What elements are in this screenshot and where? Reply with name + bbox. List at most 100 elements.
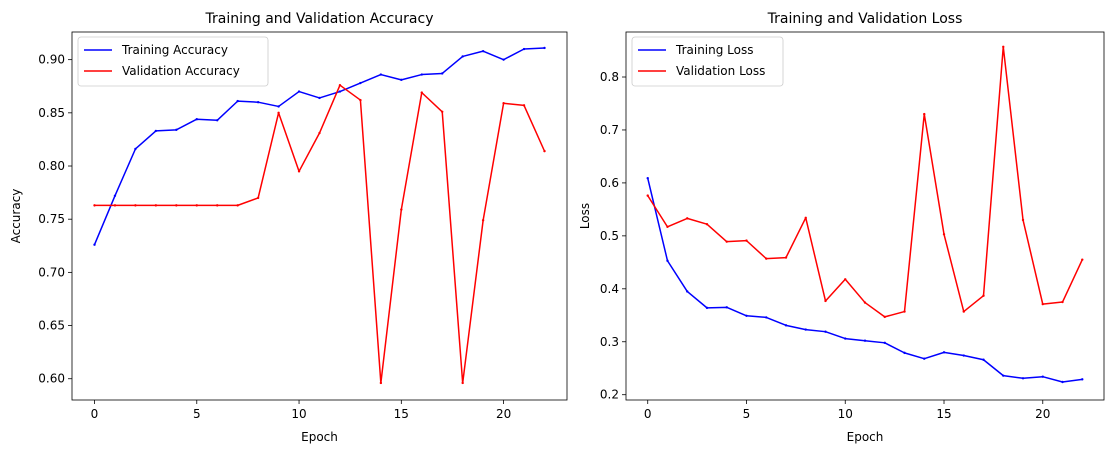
loss-training-point bbox=[666, 259, 669, 262]
accuracy-validation-point bbox=[175, 204, 178, 207]
loss-y-tick-label: 0.2 bbox=[600, 388, 619, 402]
loss-validation-point bbox=[1081, 258, 1084, 261]
accuracy-training-point bbox=[236, 99, 239, 103]
loss-legend-label: Training Loss bbox=[675, 43, 753, 57]
loss-training-point bbox=[725, 306, 728, 309]
loss-training-point bbox=[646, 176, 649, 180]
loss-y-tick-label: 0.5 bbox=[600, 229, 619, 243]
accuracy-training-point bbox=[277, 105, 280, 108]
accuracy-x-tick-label: 0 bbox=[91, 407, 99, 421]
accuracy-y-tick-label: 0.90 bbox=[38, 53, 65, 67]
accuracy-training-point bbox=[420, 73, 423, 76]
accuracy-training-point bbox=[543, 46, 546, 50]
accuracy-x-tick-label: 10 bbox=[291, 407, 306, 421]
accuracy-validation-point bbox=[216, 204, 219, 207]
accuracy-x-tick-label: 15 bbox=[394, 407, 409, 421]
accuracy-legend bbox=[77, 36, 269, 87]
accuracy-training-point bbox=[134, 147, 137, 151]
accuracy-validation-point bbox=[277, 111, 280, 115]
accuracy-axes-frame bbox=[71, 31, 568, 401]
accuracy-validation-point bbox=[522, 104, 526, 107]
loss-training-point bbox=[1002, 374, 1005, 377]
loss-training-point bbox=[784, 324, 788, 327]
accuracy-validation-point bbox=[297, 170, 301, 173]
loss-training-point bbox=[1081, 378, 1084, 381]
accuracy-validation-point bbox=[543, 149, 546, 153]
loss-validation-point bbox=[962, 310, 965, 313]
accuracy-training-point bbox=[195, 118, 198, 121]
loss-training-point bbox=[804, 328, 807, 331]
loss-series-training-line bbox=[647, 177, 1083, 383]
loss-validation-point bbox=[844, 278, 847, 281]
loss-validation-point bbox=[745, 239, 748, 242]
loss-training-point bbox=[824, 330, 827, 333]
loss-x-axis-label: Epoch bbox=[847, 430, 884, 444]
accuracy-legend-label: Validation Accuracy bbox=[122, 64, 240, 78]
loss-training-point bbox=[1061, 380, 1064, 384]
loss-x-tick-label: 15 bbox=[936, 407, 951, 421]
loss-training-point bbox=[923, 357, 926, 360]
accuracy-training-point bbox=[481, 49, 485, 53]
accuracy-validation-point bbox=[420, 91, 423, 94]
loss-y-tick-label: 0.7 bbox=[600, 123, 619, 137]
loss-validation-point bbox=[666, 225, 669, 229]
accuracy-validation-point bbox=[338, 83, 342, 87]
accuracy-x-axis-label: Epoch bbox=[301, 430, 338, 444]
accuracy-legend-label: Training Accuracy bbox=[121, 43, 228, 57]
loss-series-validation-line bbox=[647, 46, 1083, 318]
accuracy-y-axis-label: Accuracy bbox=[9, 189, 23, 244]
accuracy-training-point bbox=[441, 72, 444, 75]
accuracy-training-point bbox=[379, 73, 383, 76]
accuracy-validation-point bbox=[113, 204, 117, 207]
loss-training-point bbox=[686, 290, 689, 293]
accuracy-training-point bbox=[216, 119, 219, 122]
loss-training-point bbox=[962, 354, 965, 357]
loss-training-point bbox=[844, 337, 847, 340]
loss-chart-title: Training and Validation Loss bbox=[767, 11, 963, 27]
loss-x-tick-label: 10 bbox=[838, 407, 853, 421]
loss-training-point bbox=[942, 351, 946, 354]
accuracy-validation-point bbox=[236, 204, 239, 207]
loss-validation-point bbox=[765, 257, 768, 260]
accuracy-validation-point bbox=[134, 204, 137, 207]
accuracy-training-point bbox=[175, 128, 178, 132]
accuracy-y-tick-label: 0.85 bbox=[38, 106, 65, 120]
loss-axes-frame bbox=[625, 31, 1105, 401]
loss-validation-point bbox=[705, 223, 709, 226]
accuracy-chart-title: Training and Validation Accuracy bbox=[205, 11, 434, 27]
accuracy-training-point bbox=[400, 78, 403, 82]
loss-validation-point bbox=[903, 310, 906, 313]
accuracy-validation-point bbox=[502, 102, 505, 105]
loss-validation-point bbox=[923, 112, 926, 116]
loss-validation-point bbox=[942, 233, 946, 236]
accuracy-y-tick-label: 0.80 bbox=[38, 159, 65, 173]
accuracy-training-point bbox=[113, 194, 117, 197]
accuracy-y-tick-label: 0.75 bbox=[38, 212, 65, 226]
accuracy-validation-point bbox=[318, 131, 321, 135]
loss-training-point bbox=[982, 358, 985, 361]
loss-legend bbox=[631, 36, 784, 87]
loss-validation-point bbox=[1061, 300, 1064, 304]
accuracy-validation-point bbox=[441, 110, 444, 113]
accuracy-training-point bbox=[93, 243, 96, 246]
accuracy-validation-point bbox=[154, 204, 158, 207]
accuracy-validation-point bbox=[481, 219, 485, 222]
loss-validation-point bbox=[1041, 302, 1044, 306]
loss-x-tick-label: 5 bbox=[743, 407, 751, 421]
loss-training-point bbox=[883, 341, 886, 345]
accuracy-y-tick-label: 0.60 bbox=[38, 372, 65, 386]
accuracy-training-point bbox=[318, 96, 321, 100]
loss-training-point bbox=[705, 306, 709, 310]
accuracy-training-point bbox=[256, 100, 260, 104]
loss-validation-point bbox=[1002, 45, 1005, 49]
loss-training-point bbox=[745, 314, 748, 318]
loss-y-tick-label: 0.8 bbox=[600, 70, 619, 84]
loss-y-tick-label: 0.4 bbox=[600, 282, 619, 296]
loss-chart: 0 5 10 15 20 0.2 0.3 0.4 0.5 0.6 0.7 0.8 Training an… bbox=[578, 11, 1105, 444]
loss-validation-point bbox=[646, 194, 649, 197]
loss-validation-point bbox=[1021, 218, 1025, 222]
accuracy-training-point bbox=[154, 129, 158, 133]
loss-y-tick-label: 0.6 bbox=[600, 176, 619, 190]
loss-training-point bbox=[765, 316, 768, 319]
